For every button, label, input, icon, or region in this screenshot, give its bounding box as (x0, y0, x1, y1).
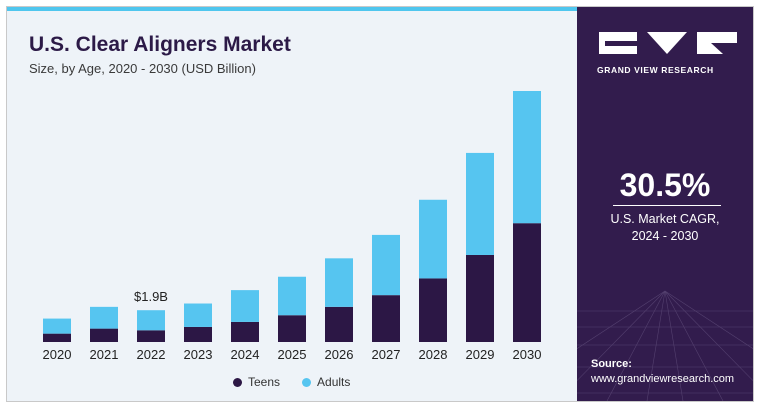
brand-name: GRAND VIEW RESEARCH (597, 65, 714, 75)
bar-adults-2025 (278, 276, 306, 316)
bar-chart: 2020 2021 2022 2023 2024 2025 2026 2027 2028 2029… (43, 91, 542, 362)
x-tick-label-2022: 2022 (137, 347, 166, 362)
bar-teens-2026 (325, 306, 353, 342)
bar-teens-2022 (137, 330, 165, 342)
cagr-label-line1: U.S. Market CAGR, (610, 212, 720, 226)
x-tick-label-2020: 2020 (43, 347, 72, 362)
grand-view-research-logo (599, 32, 737, 54)
bar-adults-2030 (513, 91, 541, 224)
accent-top-line (7, 7, 577, 11)
x-tick-label-2024: 2024 (231, 347, 260, 362)
x-tick-label-2021: 2021 (90, 347, 119, 362)
chart-title: U.S. Clear Aligners Market (29, 33, 291, 56)
source-block: Source: www.grandviewresearch.com (591, 357, 734, 387)
bar-teens-2028 (419, 278, 447, 342)
legend-swatch-adults (302, 377, 312, 387)
legend-label-teens: Teens (248, 375, 281, 389)
bar-teens-2020 (43, 333, 71, 342)
stats-panel: GRAND VIEW RESEARCH 30.5% U.S. Market CA… (577, 7, 753, 401)
chart-legend: Teens Adults (233, 375, 350, 389)
legend-swatch-teens (233, 377, 242, 387)
bar-adults-2029 (466, 152, 494, 255)
chart-subtitle: Size, by Age, 2020 - 2030 (USD Billion) (29, 61, 256, 76)
bar-teens-2024 (231, 321, 259, 342)
x-tick-label-2025: 2025 (278, 347, 307, 362)
legend-item-teens: Teens (233, 375, 280, 389)
cagr-value: 30.5% (619, 167, 711, 203)
grid-floor-graphic (577, 290, 753, 401)
bar-adults-2028 (419, 199, 447, 279)
bar-teens-2027 (372, 295, 400, 342)
x-tick-label-2028: 2028 (419, 347, 448, 362)
cagr-divider (613, 205, 721, 206)
bar-teens-2025 (278, 315, 306, 342)
x-tick-label-2027: 2027 (372, 347, 401, 362)
source-label: Source: (591, 358, 632, 370)
x-tick-label-2030: 2030 (513, 347, 542, 362)
bar-adults-2022 (137, 310, 165, 331)
legend-item-adults: Adults (302, 375, 350, 389)
bar-teens-2029 (466, 254, 494, 342)
infographic-card: U.S. Clear Aligners Market Size, by Age,… (6, 6, 754, 402)
cagr-label: U.S. Market CAGR, 2024 - 2030 (577, 211, 753, 245)
bar-adults-2020 (43, 318, 71, 334)
x-tick-label-2029: 2029 (466, 347, 495, 362)
legend-label-adults: Adults (317, 375, 351, 389)
bar-adults-2023 (184, 303, 212, 327)
bar-teens-2021 (90, 328, 118, 342)
bar-teens-2030 (513, 223, 541, 342)
bar-adults-2021 (90, 306, 118, 329)
chart-panel: U.S. Clear Aligners Market Size, by Age,… (7, 11, 577, 401)
x-tick-label-2023: 2023 (184, 347, 213, 362)
bar-adults-2027 (372, 234, 400, 296)
x-tick-label-2026: 2026 (325, 347, 354, 362)
bar-teens-2023 (184, 326, 212, 342)
source-link[interactable]: www.grandviewresearch.com (591, 373, 735, 385)
data-label-2022: $1.9B (134, 289, 168, 304)
cagr-label-line2: 2024 - 2030 (631, 229, 699, 243)
bar-adults-2024 (231, 290, 259, 322)
bar-adults-2026 (325, 258, 353, 307)
